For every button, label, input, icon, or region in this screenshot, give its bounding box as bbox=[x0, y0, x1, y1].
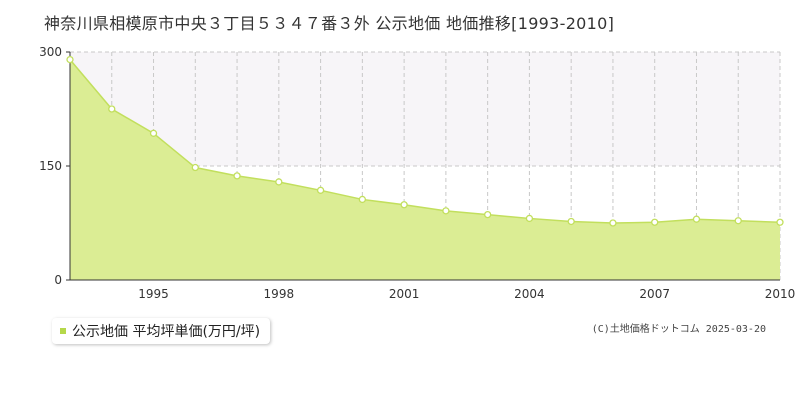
chart-title: 神奈川県相模原市中央３丁目５３４７番３外 公示地価 地価推移[1993-2010… bbox=[44, 14, 615, 33]
data-point bbox=[400, 201, 408, 209]
plot-band-upper bbox=[70, 52, 780, 166]
data-point bbox=[108, 105, 116, 113]
data-point bbox=[191, 163, 199, 172]
x-tick-label: 1995 bbox=[138, 287, 169, 301]
data-point bbox=[316, 186, 325, 194]
data-area bbox=[69, 59, 781, 280]
legend-swatch bbox=[60, 328, 66, 334]
x-tick-label: 2001 bbox=[389, 287, 420, 301]
data-point bbox=[609, 219, 617, 227]
data-point bbox=[275, 178, 283, 186]
data-point bbox=[149, 129, 158, 137]
data-point bbox=[692, 215, 701, 223]
x-tick-label: 2004 bbox=[514, 287, 545, 301]
y-tick-label: 150 bbox=[39, 159, 62, 173]
data-markers bbox=[66, 55, 784, 227]
data-point bbox=[358, 195, 367, 204]
x-tick-label: 1998 bbox=[264, 287, 295, 301]
data-point bbox=[233, 172, 241, 180]
legend: 公示地価 平均坪単価(万円/坪) bbox=[52, 318, 271, 344]
data-point bbox=[442, 207, 450, 215]
data-point bbox=[567, 217, 575, 226]
y-tick-label: 300 bbox=[39, 45, 62, 59]
axes bbox=[66, 51, 780, 281]
data-point bbox=[776, 218, 784, 226]
x-tick-label: 2007 bbox=[639, 287, 670, 301]
x-tick-label: 2010 bbox=[765, 287, 796, 301]
tick-labels: 0 150 300 1995 1998 2001 2004 2007 2010 bbox=[39, 45, 795, 301]
legend-label: 公示地価 平均坪単価(万円/坪) bbox=[72, 324, 261, 340]
data-point bbox=[651, 218, 659, 226]
data-point bbox=[525, 214, 534, 223]
y-tick-label: 0 bbox=[54, 273, 62, 287]
data-point bbox=[66, 55, 74, 64]
area-fill bbox=[70, 59, 780, 280]
area-line bbox=[69, 59, 781, 224]
data-point bbox=[734, 217, 742, 225]
copyright-text: (C)土地価格ドットコム 2025-03-20 bbox=[591, 324, 766, 335]
data-point bbox=[483, 210, 492, 219]
